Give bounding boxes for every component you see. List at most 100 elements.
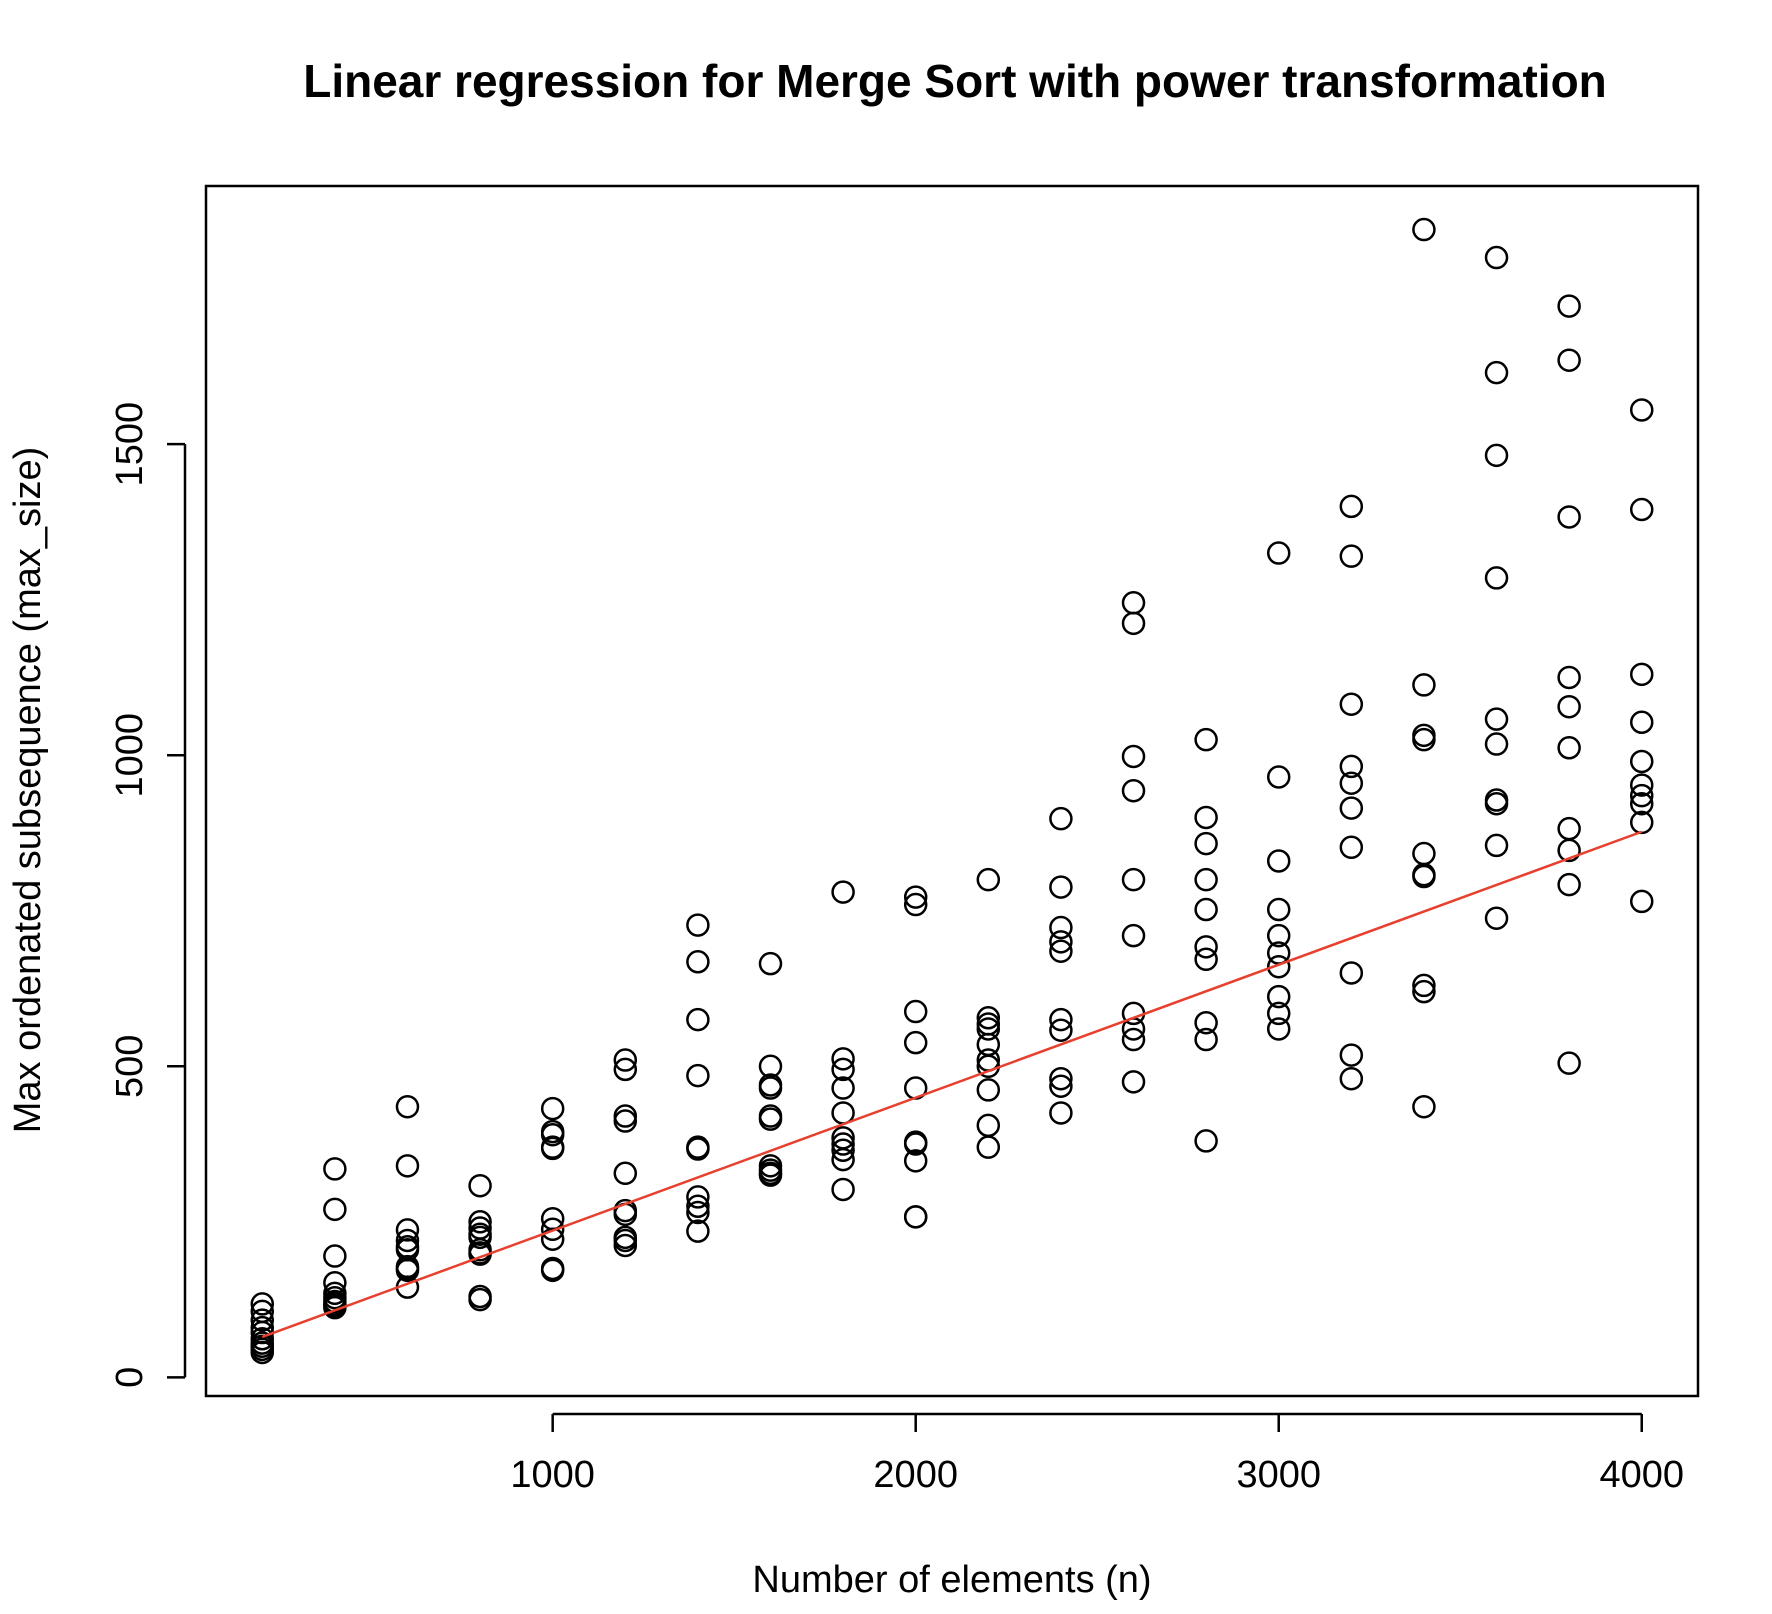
- data-point: [1049, 875, 1073, 899]
- data-point: [1121, 744, 1146, 769]
- data-point: [540, 1217, 565, 1242]
- data-point: [903, 1132, 928, 1156]
- data-point: [1339, 835, 1364, 860]
- data-point: [686, 1135, 710, 1159]
- data-point: [613, 1233, 638, 1258]
- data-point: [613, 1048, 638, 1072]
- data-point: [1484, 360, 1509, 385]
- data-point: [831, 880, 855, 904]
- x-tick-label: 1000: [510, 1454, 595, 1496]
- x-axis: 1000 2000 3000 4000: [510, 1412, 1684, 1496]
- data-point: [1194, 1129, 1218, 1153]
- data-point: [976, 1006, 1001, 1030]
- data-point: [540, 1256, 565, 1281]
- data-point: [613, 1109, 638, 1133]
- data-point: [1266, 1001, 1291, 1026]
- data-point: [1049, 1101, 1073, 1125]
- data-point: [1194, 947, 1218, 972]
- y-axis: 0 500 1000 1500: [109, 402, 187, 1388]
- data-point: [468, 1210, 492, 1234]
- data-point: [1266, 954, 1291, 979]
- data-point: [1557, 694, 1581, 719]
- data-point: [1412, 841, 1436, 866]
- data-point: [1194, 805, 1218, 830]
- data-point: [395, 1258, 420, 1283]
- data-point: [1412, 1094, 1436, 1119]
- data-point: [1339, 544, 1364, 568]
- data-point: [903, 892, 928, 917]
- data-point: [1557, 665, 1581, 690]
- data-point: [686, 1200, 710, 1225]
- data-point: [540, 1227, 565, 1251]
- data-point: [1049, 915, 1073, 940]
- x-tick-label: 4000: [1599, 1454, 1684, 1496]
- data-point: [976, 1113, 1001, 1138]
- data-point: [1629, 749, 1654, 774]
- data-point: [1049, 1074, 1073, 1098]
- data-point: [758, 1163, 783, 1187]
- data-point: [1339, 961, 1364, 985]
- data-points: [250, 217, 1654, 1365]
- data-point: [1484, 707, 1509, 731]
- data-point: [1339, 1043, 1364, 1067]
- data-point: [1339, 754, 1364, 779]
- data-point: [1049, 806, 1073, 831]
- y-tick-label: 500: [109, 1035, 151, 1098]
- data-point: [613, 1161, 638, 1186]
- data-point: [686, 1185, 710, 1209]
- data-point: [1194, 867, 1218, 892]
- data-point: [1484, 792, 1509, 816]
- x-axis-label: Number of elements (n): [752, 1559, 1151, 1601]
- data-point: [613, 1057, 638, 1082]
- data-point: [1484, 245, 1509, 270]
- data-point: [395, 1154, 420, 1178]
- data-point: [1629, 773, 1654, 797]
- data-point: [903, 1205, 928, 1229]
- data-point: [1629, 398, 1654, 422]
- data-point: [976, 867, 1001, 892]
- data-point: [1629, 710, 1654, 735]
- data-point: [540, 1122, 565, 1147]
- data-point: [758, 951, 783, 976]
- y-tick-label: 0: [109, 1367, 151, 1388]
- data-point: [1412, 862, 1436, 887]
- data-point: [831, 1177, 855, 1202]
- data-point: [395, 1094, 420, 1119]
- data-point: [468, 1287, 492, 1312]
- data-point: [686, 1194, 710, 1219]
- data-point: [1121, 778, 1146, 803]
- data-point: [468, 1173, 492, 1198]
- data-point: [1194, 1010, 1218, 1035]
- data-point: [395, 1228, 420, 1253]
- data-point: [1194, 897, 1218, 922]
- data-point: [613, 1104, 638, 1128]
- data-point: [1121, 591, 1146, 615]
- data-point: [250, 1308, 275, 1332]
- data-point: [323, 1244, 347, 1268]
- data-point: [903, 1149, 928, 1173]
- data-point: [1049, 1066, 1073, 1091]
- data-point: [1049, 930, 1073, 954]
- data-point: [1629, 497, 1654, 522]
- y-tick-label: 1500: [109, 402, 151, 487]
- data-point: [1557, 348, 1581, 372]
- data-point: [686, 1063, 710, 1088]
- y-tick-label: 1000: [109, 713, 151, 798]
- data-point: [1629, 792, 1654, 816]
- data-point: [1266, 897, 1291, 922]
- data-point: [758, 1107, 783, 1131]
- data-point: [1557, 294, 1581, 318]
- data-point: [1339, 771, 1364, 795]
- data-point: [831, 1132, 855, 1156]
- x-tick-label: 3000: [1236, 1454, 1321, 1496]
- data-point: [1557, 872, 1581, 897]
- data-point: [1194, 831, 1218, 856]
- data-point: [1412, 217, 1436, 242]
- data-point: [1121, 1027, 1146, 1052]
- data-point: [1484, 443, 1509, 468]
- x-tick-label: 2000: [873, 1454, 958, 1496]
- data-point: [1412, 727, 1436, 752]
- data-point: [1121, 867, 1146, 892]
- data-point: [831, 1138, 855, 1163]
- data-point: [903, 885, 928, 909]
